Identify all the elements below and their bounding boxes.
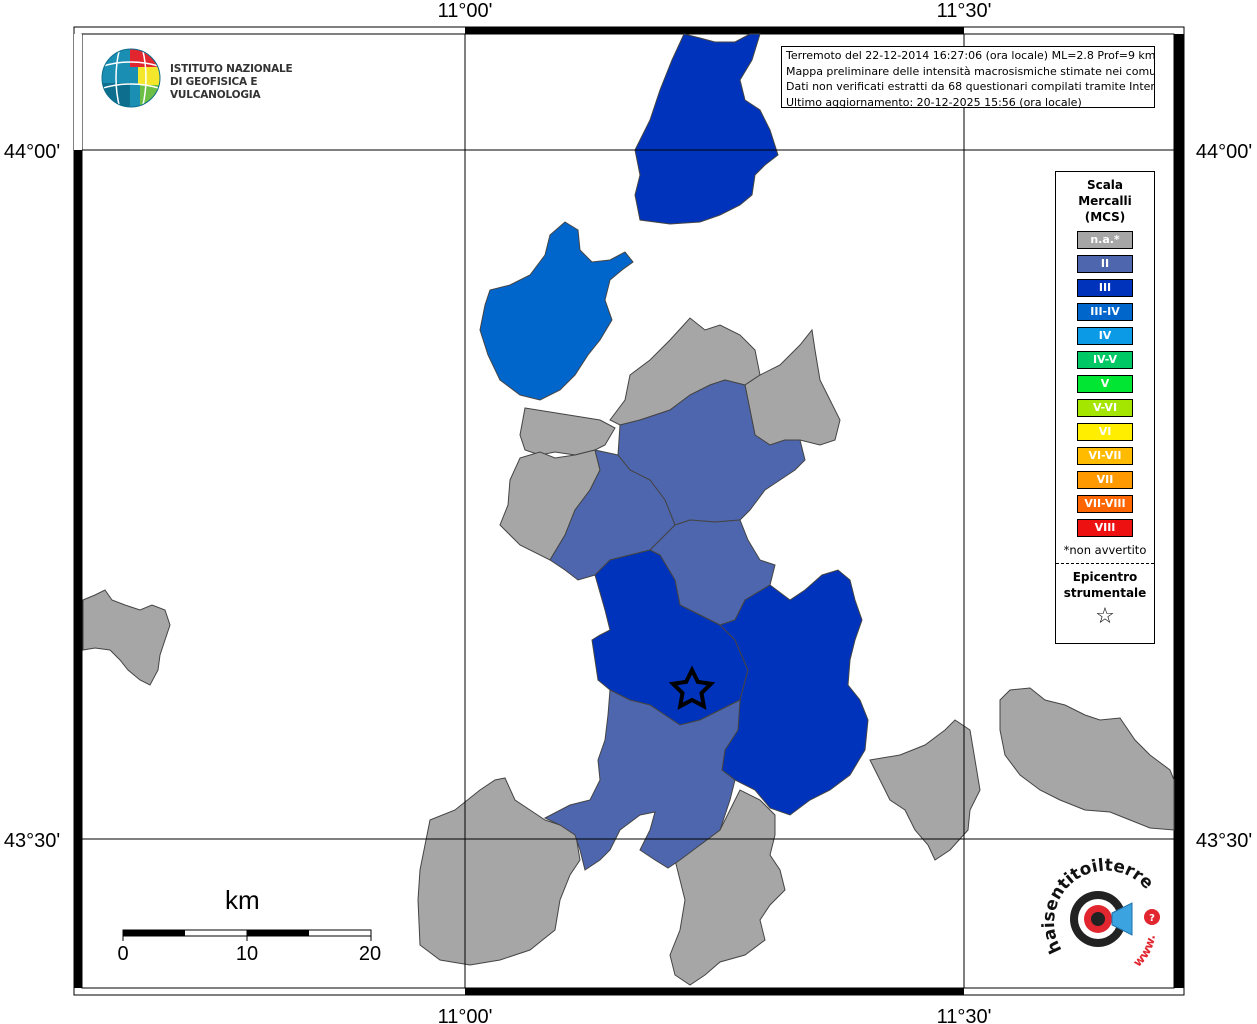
legend-swatch-vii: VII <box>1077 471 1133 489</box>
scale-bar: km 0 10 20 <box>110 885 400 965</box>
legend-title: Scala Mercalli (MCS) <box>1056 177 1154 225</box>
info-line-event: Terremoto del 22-12-2014 16:27:06 (ora l… <box>786 49 1155 62</box>
legend-swatch-iii: III <box>1077 279 1133 297</box>
hsit-logo-text-www: www. <box>1130 934 1158 970</box>
scale-label-10: 10 <box>235 943 259 965</box>
legend-title-line: (MCS) <box>1084 210 1126 224</box>
legend-swatch-iv: IV <box>1077 327 1133 345</box>
lat-label-right-43-30: 43°30' <box>1196 830 1252 852</box>
frame-bars <box>74 27 1184 995</box>
municipality-iii-iv-northwest <box>479 221 634 401</box>
legend-title-line: Mercalli <box>1078 194 1132 208</box>
legend-swatch-n-a: n.a.* <box>1077 231 1133 249</box>
lat-label-left-43-30: 43°30' <box>4 830 60 852</box>
ingv-logo: Istituto Nazionale di Geofisica e Vulcan… <box>100 47 330 111</box>
scale-label-20: 20 <box>358 943 382 965</box>
info-line-description: Mappa preliminare delle intensità macros… <box>786 64 1155 78</box>
legend-swatch-v-vi: V-VI <box>1077 399 1133 417</box>
ingv-logo-line1: Istituto Nazionale <box>170 63 293 75</box>
municipality-iii-north <box>634 33 779 225</box>
graticule <box>82 34 1174 988</box>
scale-bar-graphic <box>122 929 372 941</box>
epicenter-star <box>668 665 716 710</box>
municipality-na <box>417 777 581 966</box>
legend-swatch-viii: VIII <box>1077 519 1133 537</box>
lat-label-right-44-00: 44°00' <box>1196 141 1252 163</box>
hsit-logo: ? haisentitoilterremoto.it www. <box>1031 840 1180 980</box>
star-icon: ☆ <box>1095 604 1115 629</box>
municipalities <box>82 33 1175 986</box>
municipality-na <box>869 719 981 861</box>
earthquake-info-box: Terremoto del 22-12-2014 16:27:06 (ora l… <box>781 46 1155 108</box>
ingv-globe-icon <box>101 48 161 108</box>
legend-separator <box>1056 563 1154 564</box>
scale-label-0: 0 <box>117 943 129 965</box>
legend-epicenter-line: strumentale <box>1063 586 1147 600</box>
legend-swatch-vii-viii: VII-VIII <box>1077 495 1133 513</box>
legend-swatch-ii: II <box>1077 255 1133 273</box>
hsit-logo-graphic: ? haisentitoilterremoto.it www. <box>1031 840 1160 970</box>
help-icon <box>1144 909 1160 925</box>
ingv-logo-line2: di Geofisica e Vulcanologia <box>170 76 261 101</box>
lon-label-bottom-11-00: 11°00' <box>438 1006 493 1024</box>
scale-unit: km <box>225 885 260 915</box>
legend-title-line: Scala <box>1086 178 1124 192</box>
legend-swatch-v: V <box>1077 375 1133 393</box>
svg-text:?: ? <box>1149 913 1155 924</box>
info-line-data-source: Dati non verificati estratti da 68 quest… <box>786 80 1155 93</box>
mcs-legend: Scala Mercalli (MCS) n.a.* II III III-IV IV I… <box>1055 171 1155 644</box>
municipality-iii-east <box>719 569 869 816</box>
lon-label-top-11-30: 11°30' <box>937 0 992 22</box>
legend-epicenter-line: Epicentro <box>1072 570 1138 584</box>
legend-note: *non avvertito <box>1063 543 1147 557</box>
municipality-na <box>744 328 841 446</box>
lon-label-top-11-00: 11°00' <box>438 0 493 22</box>
municipality-na <box>82 589 171 686</box>
municipality-ii-south <box>543 689 741 871</box>
legend-swatch-vi-vii: VI-VII <box>1077 447 1133 465</box>
legend-items: n.a.* II III III-IV IV IV-V V V-VI VI VI-VII VII VI… <box>1056 231 1154 537</box>
municipality-na <box>519 407 616 456</box>
legend-epicenter-label: Epicentro strumentale <box>1056 569 1154 601</box>
legend-swatch-vi: VI <box>1077 423 1133 441</box>
legend-swatch-iv-v: IV-V <box>1077 351 1133 369</box>
legend-swatch-iii-iv: III-IV <box>1077 303 1133 321</box>
lat-label-left-44-00: 44°00' <box>4 141 60 163</box>
lon-label-bottom-11-30: 11°30' <box>937 1006 992 1024</box>
info-line-last-update: Ultimo aggiornamento: 20-12-2025 15:56 (… <box>786 95 1082 108</box>
municipality-na <box>999 687 1175 831</box>
